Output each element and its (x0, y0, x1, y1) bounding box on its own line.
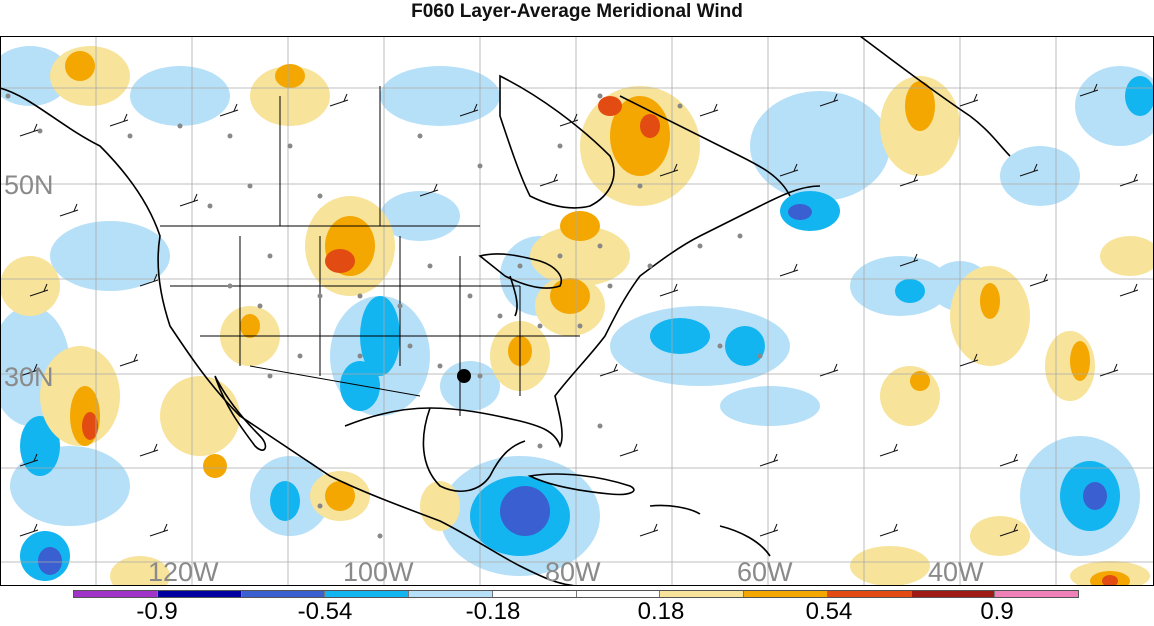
lat-label-30n: 30N (4, 362, 54, 392)
location-marker (457, 369, 471, 383)
colorbar-segment (157, 591, 242, 597)
colorbar-tick-label: 0.18 (637, 598, 685, 625)
colorbar-segment (409, 591, 493, 597)
lat-label-50n: 50N (4, 170, 54, 200)
colorbar-segment (325, 591, 409, 597)
colorbar-tick-label: -0.54 (297, 598, 353, 625)
colorbar-tick-label: -0.9 (136, 598, 178, 625)
lon-label-80w: 80W (545, 557, 601, 586)
colorbar-segment (576, 591, 661, 597)
colorbar-tick-label: -0.18 (465, 598, 521, 625)
colorbar-tick-label: 0.9 (980, 598, 1014, 625)
colorbar-segment (74, 591, 158, 597)
station-dots (5, 93, 763, 539)
colorbar (73, 590, 1079, 598)
colorbar-segment (492, 591, 577, 597)
colorbar-segment (995, 591, 1078, 597)
colorbar-segment (911, 591, 996, 597)
colorbar-segment (241, 591, 326, 597)
lon-label-100w: 100W (343, 557, 414, 586)
coastlines (0, 36, 1011, 586)
colorbar-segment (660, 591, 744, 597)
lon-label-120w: 120W (148, 557, 219, 586)
lon-label-40w: 40W (928, 557, 984, 586)
map-panel: 50N 30N 120W 100W 80W 60W 40W (0, 36, 1154, 586)
colorbar-tick-label: 0.54 (805, 598, 853, 625)
borders (160, 86, 580, 416)
wind-barbs (19, 83, 1139, 537)
lon-label-60w: 60W (737, 557, 793, 586)
colorbar-segment (744, 591, 828, 597)
colorbar-segment (827, 591, 912, 597)
graticule (0, 36, 1154, 586)
map-svg: 50N 30N 120W 100W 80W 60W 40W (0, 36, 1154, 586)
chart-title: F060 Layer-Average Meridional Wind (411, 1, 743, 22)
